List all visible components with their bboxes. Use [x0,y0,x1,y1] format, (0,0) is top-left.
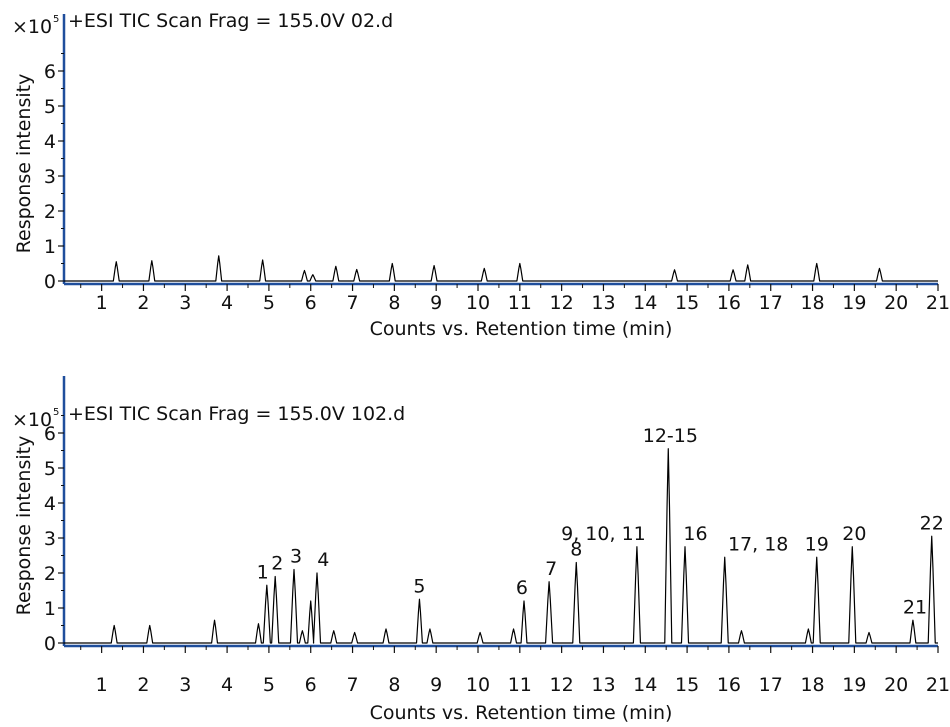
x-tick-label: 3 [179,292,191,314]
x-tick-label: 16 [717,674,741,696]
x-tick-label: 10 [466,292,490,314]
y-tick-label: 1 [44,598,56,620]
y-tick-label: 2 [44,563,56,585]
peak-label: 22 [920,512,944,534]
peak-label: 20 [842,523,866,545]
panel-title: +ESI TIC Scan Frag = 155.0V 02.d [68,10,393,32]
y-tick-label: 6 [44,61,56,83]
x-tick-label: 8 [388,674,400,696]
x-tick-label: 9 [430,292,442,314]
peak-label: 12-15 [643,425,698,447]
peak-label: 19 [805,533,829,555]
scale-prefix: ×10 [12,409,52,431]
x-tick-label: 14 [633,674,657,696]
x-tick-label: 5 [263,674,275,696]
x-tick-label: 13 [591,674,615,696]
x-tick-label: 2 [137,292,149,314]
peak-label: 2 [271,553,283,575]
y-tick-label: 3 [44,528,56,550]
x-tick-label: 19 [842,674,866,696]
y-tick-label: 1 [44,236,56,258]
tic-trace [64,255,938,282]
y-tick-label: 5 [44,458,56,480]
y-tick-label: 3 [44,166,56,188]
x-tick-label: 2 [137,674,149,696]
x-tick-label: 15 [675,292,699,314]
peak-label: 1 [257,561,269,583]
x-axis-title: Counts vs. Retention time (min) [370,702,673,724]
x-tick-label: 17 [759,674,783,696]
peak-label: 5 [413,575,425,597]
x-tick-label: 21 [926,292,950,314]
x-tick-label: 3 [179,674,191,696]
x-tick-label: 5 [263,292,275,314]
y-axis-title: Response intensity [13,74,35,254]
peak-label: 17, 18 [728,533,788,555]
y-tick-label: 4 [44,493,56,515]
chromatogram-panel-102d: +ESI TIC Scan Frag = 155.0V 102.d×10 5012… [12,376,950,724]
panel-title: +ESI TIC Scan Frag = 155.0V 102.d [68,403,405,425]
x-tick-label: 18 [800,674,824,696]
scale-prefix: ×10 [12,16,52,38]
x-tick-label: 17 [759,292,783,314]
x-tick-label: 4 [221,674,233,696]
peak-label: 9, 10, 11 [561,523,646,545]
x-tick-label: 11 [508,292,532,314]
peak-label: 4 [317,549,329,571]
peak-label: 3 [290,546,302,568]
x-tick-label: 20 [884,674,908,696]
x-tick-label: 12 [550,292,574,314]
x-tick-label: 13 [591,292,615,314]
x-tick-label: 16 [717,292,741,314]
x-tick-label: 14 [633,292,657,314]
scale-exponent: 5 [53,407,59,418]
peak-label: 7 [545,558,557,580]
chromatogram-panel-02d: +ESI TIC Scan Frag = 155.0V 02.d×10 50123… [12,10,950,340]
scale-exponent: 5 [53,14,59,25]
peak-label: 6 [516,577,528,599]
x-tick-label: 10 [466,674,490,696]
x-tick-label: 11 [508,674,532,696]
x-tick-label: 12 [550,674,574,696]
x-tick-label: 6 [305,292,317,314]
y-tick-label: 4 [44,131,56,153]
x-tick-label: 21 [926,674,950,696]
x-tick-label: 15 [675,674,699,696]
y-tick-label: 0 [44,633,56,655]
x-tick-label: 6 [305,674,317,696]
x-tick-label: 18 [800,292,824,314]
x-axis-title: Counts vs. Retention time (min) [370,318,673,340]
peak-label: 21 [903,596,927,618]
x-tick-label: 1 [96,292,108,314]
peak-label: 8 [570,539,582,561]
x-tick-label: 7 [346,292,358,314]
peak-label: 16 [683,523,707,545]
x-tick-label: 19 [842,292,866,314]
x-tick-label: 9 [430,674,442,696]
x-tick-label: 1 [96,674,108,696]
x-tick-label: 4 [221,292,233,314]
x-tick-label: 7 [346,674,358,696]
x-tick-label: 8 [388,292,400,314]
y-tick-label: 0 [44,271,56,293]
y-axis-title: Response intensity [13,436,35,616]
y-tick-label: 2 [44,201,56,223]
tic-trace [64,448,938,644]
y-tick-label: 6 [44,423,56,445]
y-tick-label: 5 [44,96,56,118]
x-tick-label: 20 [884,292,908,314]
